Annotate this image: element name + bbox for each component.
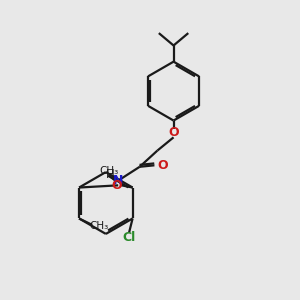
Text: H: H	[106, 168, 115, 181]
Text: N: N	[113, 174, 123, 187]
Text: O: O	[157, 159, 168, 172]
Text: O: O	[168, 126, 179, 140]
Text: O: O	[111, 179, 122, 192]
Text: CH₃: CH₃	[90, 221, 109, 231]
Text: CH₃: CH₃	[99, 166, 119, 176]
Text: Cl: Cl	[122, 231, 136, 244]
